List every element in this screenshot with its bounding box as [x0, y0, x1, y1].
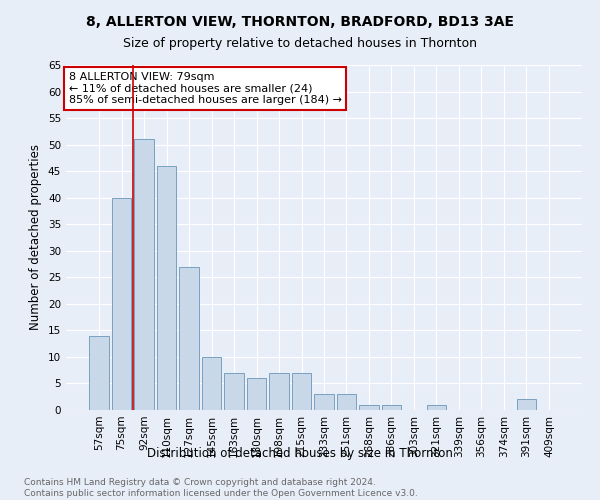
Bar — [157, 166, 176, 410]
Bar — [247, 378, 266, 410]
Bar — [337, 394, 356, 410]
Text: 8, ALLERTON VIEW, THORNTON, BRADFORD, BD13 3AE: 8, ALLERTON VIEW, THORNTON, BRADFORD, BD… — [86, 15, 514, 29]
Text: Distribution of detached houses by size in Thornton: Distribution of detached houses by size … — [147, 448, 453, 460]
Text: Contains HM Land Registry data © Crown copyright and database right 2024.
Contai: Contains HM Land Registry data © Crown c… — [24, 478, 418, 498]
Bar — [427, 404, 446, 410]
Bar — [314, 394, 334, 410]
Bar — [202, 357, 221, 410]
Bar — [269, 373, 289, 410]
Bar — [224, 373, 244, 410]
Text: 8 ALLERTON VIEW: 79sqm
← 11% of detached houses are smaller (24)
85% of semi-det: 8 ALLERTON VIEW: 79sqm ← 11% of detached… — [68, 72, 341, 105]
Bar — [179, 266, 199, 410]
Bar — [112, 198, 131, 410]
Bar — [359, 404, 379, 410]
Text: Size of property relative to detached houses in Thornton: Size of property relative to detached ho… — [123, 38, 477, 51]
Bar — [382, 404, 401, 410]
Y-axis label: Number of detached properties: Number of detached properties — [29, 144, 43, 330]
Bar — [517, 400, 536, 410]
Bar — [134, 140, 154, 410]
Bar — [292, 373, 311, 410]
Bar — [89, 336, 109, 410]
